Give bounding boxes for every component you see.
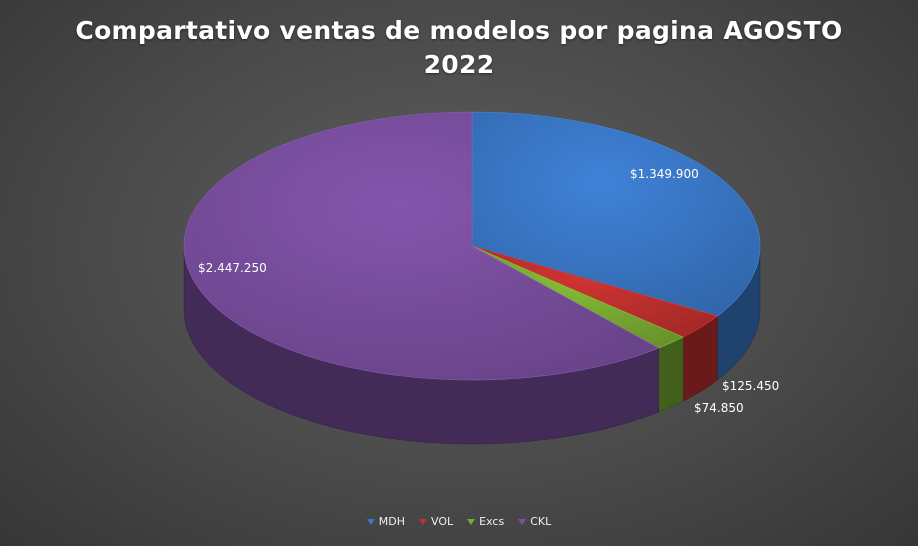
pie-slice-ckl (183, 111, 660, 381)
legend-label-ckl: CKL (530, 515, 552, 528)
pie-top (183, 111, 761, 381)
data-label-vol: $125.450 (722, 379, 779, 393)
chart-title-line-2: 2022 (423, 50, 495, 79)
legend-label-excs: Excs (479, 515, 505, 528)
legend: MDH VOL Excs CKL (0, 515, 918, 528)
data-label-mdh: $1.349.900 (630, 167, 699, 181)
pie-side-excs (658, 336, 684, 413)
legend-swatch-mdh (366, 518, 375, 525)
chart-title-line-1: Compartativo ventas de modelos por pagin… (75, 16, 843, 45)
data-label-ckl: $2.447.250 (198, 261, 267, 275)
data-label-excs: $74.850 (694, 401, 744, 415)
legend-swatch-excs (467, 518, 476, 525)
legend-swatch-vol (419, 518, 428, 525)
legend-item-mdh: MDH (366, 515, 406, 528)
legend-item-ckl: CKL (518, 515, 551, 528)
legend-item-vol: VOL (419, 515, 453, 528)
pie-slice-mdh (471, 111, 761, 317)
legend-swatch-ckl (518, 518, 527, 525)
legend-item-excs: Excs (467, 515, 504, 528)
legend-label-vol: VOL (431, 515, 454, 528)
chart-title: Compartativo ventas de modelos por pagin… (0, 14, 918, 82)
legend-label-mdh: MDH (378, 515, 406, 528)
